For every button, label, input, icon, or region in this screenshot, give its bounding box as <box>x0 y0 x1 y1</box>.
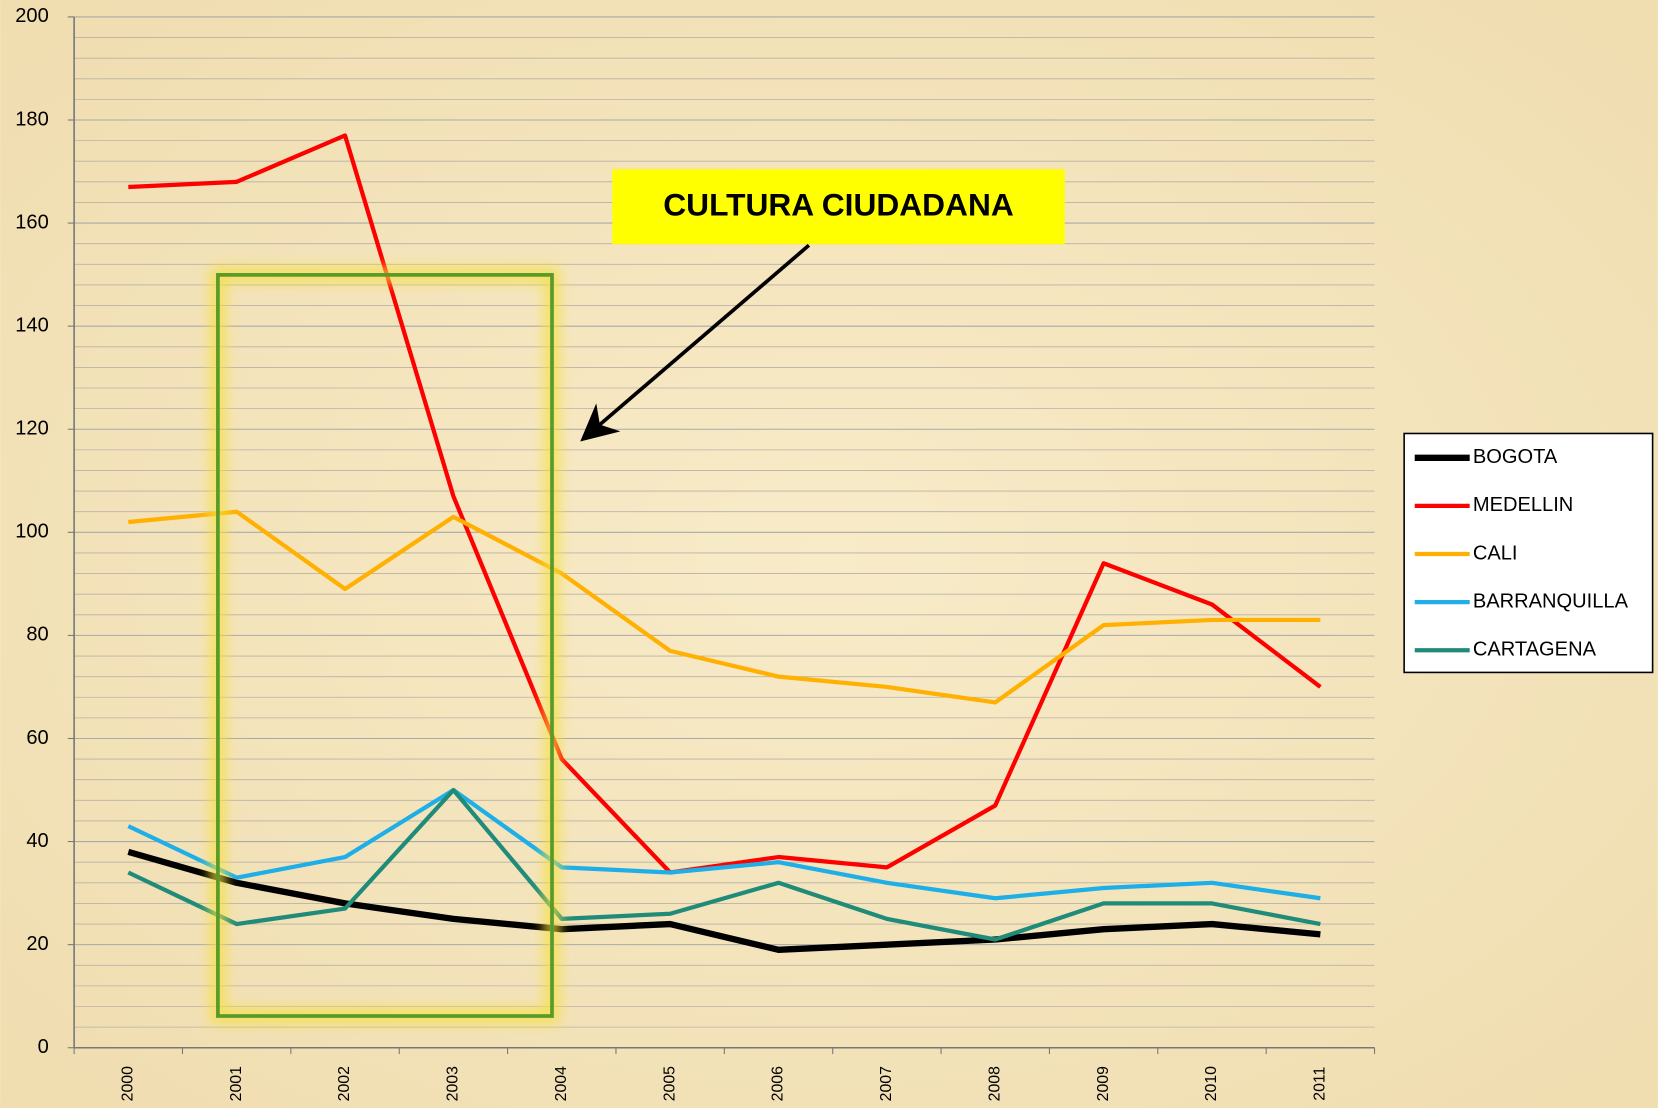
x-tick-label: 2005 <box>661 1066 678 1101</box>
y-tick-label: 140 <box>15 314 49 336</box>
y-tick-label: 100 <box>15 521 49 543</box>
x-tick-label: 2008 <box>986 1066 1003 1101</box>
series-line <box>128 133 1322 875</box>
y-tick-label: 60 <box>26 727 48 749</box>
x-tick-label: 2000 <box>119 1066 136 1101</box>
legend-label: CALI <box>1473 542 1518 564</box>
x-tick-label: 2010 <box>1203 1066 1220 1101</box>
annotation-box <box>612 169 1065 245</box>
annotation: CULTURA CIUDADANA <box>663 187 1014 223</box>
y-tick-label: 160 <box>15 211 49 233</box>
x-tick-label: 2003 <box>445 1066 462 1101</box>
x-tick-label: 2011 <box>1312 1066 1329 1100</box>
y-tick-label: 200 <box>15 5 49 27</box>
legend-label: CARTAGENA <box>1473 639 1597 661</box>
x-tick-label: 2002 <box>336 1066 353 1101</box>
x-tick-label: 2006 <box>770 1066 787 1101</box>
x-tick-label: 2001 <box>228 1066 245 1101</box>
y-tick-label: 80 <box>26 624 48 646</box>
y-tick-label: 0 <box>38 1036 49 1058</box>
legend-label: BARRANQUILLA <box>1473 590 1629 612</box>
series-line <box>128 509 1321 705</box>
x-tick-label: 2007 <box>878 1066 895 1101</box>
legend-label: MEDELLIN <box>1473 494 1573 516</box>
series-line <box>127 848 1321 953</box>
y-tick-label: 180 <box>15 108 49 130</box>
x-tick-label: 2004 <box>553 1066 570 1101</box>
legend-label: BOGOTA <box>1473 446 1558 468</box>
y-tick-label: 20 <box>26 933 48 955</box>
series-line <box>127 787 1321 942</box>
arrow <box>580 243 811 442</box>
y-tick-label: 40 <box>26 830 48 852</box>
y-tick-label: 120 <box>15 418 49 440</box>
highlight-box <box>210 267 560 1024</box>
x-tick-label: 2009 <box>1095 1066 1112 1101</box>
series-line <box>127 787 1321 901</box>
